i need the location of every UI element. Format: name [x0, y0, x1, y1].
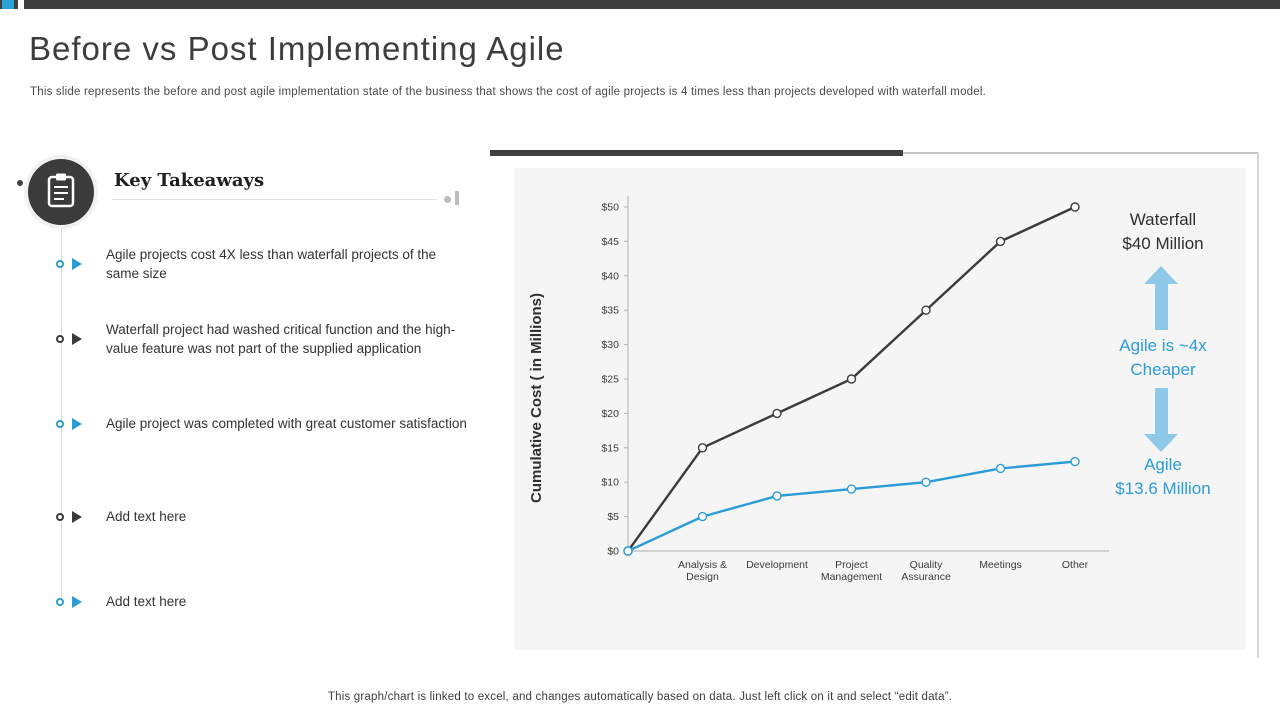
waterfall-total-label: Waterfall $40 Million [1122, 210, 1204, 253]
svg-text:Development: Development [746, 559, 808, 571]
svg-text:Quality: Quality [910, 559, 943, 571]
bullet-marker-icon [50, 595, 106, 608]
svg-text:Design: Design [686, 571, 719, 583]
takeaway-placeholder-text[interactable]: Add text here [106, 594, 187, 609]
svg-text:$20: $20 [601, 408, 619, 420]
bullet-marker-icon [50, 510, 106, 523]
key-takeaways-heading: Key Takeaways [114, 170, 265, 191]
rule-end-bar [455, 191, 459, 205]
svg-text:Other: Other [1062, 559, 1089, 571]
svg-text:$40: $40 [601, 270, 619, 282]
chart-panel[interactable]: $0 $5 $10 $15 $20 $25 $30 $35 $40 $45 $50 Analysis … [514, 168, 1246, 650]
svg-text:$30: $30 [601, 339, 619, 351]
chart-frame-line [1257, 152, 1259, 658]
bullet-marker-icon [50, 333, 106, 345]
top-bar-accent-square [2, 0, 14, 9]
top-bar-gap [18, 0, 24, 9]
takeaway-placeholder-text[interactable]: Add text here [106, 509, 187, 524]
arrow-up-icon [1144, 266, 1178, 330]
takeaway-item: Waterfall project had washed critical fu… [50, 320, 470, 358]
timeline-line [61, 227, 62, 602]
takeaway-item: Agile projects cost 4X less than waterfa… [50, 245, 470, 283]
takeaway-item: Agile project was completed with great c… [50, 414, 470, 433]
svg-text:$25: $25 [601, 374, 619, 386]
timeline-start-dot [17, 180, 23, 186]
takeaway-item[interactable]: Add text here [50, 507, 470, 526]
svg-text:$15: $15 [601, 442, 619, 454]
takeaway-text: Agile projects cost 4X less than waterfa… [106, 247, 437, 281]
bullet-marker-icon [50, 417, 106, 430]
chart-accent-line [903, 152, 1258, 154]
rule-end-dot [444, 196, 451, 203]
svg-text:$10: $10 [601, 477, 619, 489]
takeaway-item[interactable]: Add text here [50, 592, 470, 611]
comparison-label: Agile is ~4x Cheaper [1119, 336, 1207, 379]
takeaway-text: Waterfall project had washed critical fu… [106, 322, 456, 356]
bullet-marker-icon [50, 258, 106, 270]
svg-text:Assurance: Assurance [901, 571, 951, 583]
svg-text:Management: Management [821, 571, 882, 583]
key-takeaways-badge [28, 159, 94, 225]
top-bar [0, 0, 1280, 9]
svg-text:$5: $5 [607, 511, 619, 523]
footer-note: This graph/chart is linked to excel, and… [327, 691, 953, 703]
svg-text:$50: $50 [601, 202, 619, 214]
arrow-down-icon [1144, 388, 1178, 452]
heading-rule [112, 199, 437, 200]
svg-text:Cumulative Cost ( in Millions): Cumulative Cost ( in Millions) [528, 293, 545, 503]
page-title: Before vs Post Implementing Agile [29, 30, 565, 67]
clipboard-icon [46, 171, 76, 214]
svg-text:Analysis &: Analysis & [678, 559, 727, 571]
chart-accent-bar [490, 150, 903, 156]
svg-text:$35: $35 [601, 305, 619, 317]
agile-total-label: Agile $13.6 Million [1115, 455, 1211, 498]
svg-text:$45: $45 [601, 236, 619, 248]
subtitle: This slide represents the before and pos… [30, 86, 987, 98]
takeaway-text: Agile project was completed with great c… [106, 416, 467, 431]
cost-line-chart[interactable]: $0 $5 $10 $15 $20 $25 $30 $35 $40 $45 $50 Analysis … [514, 168, 1246, 650]
svg-text:$0: $0 [607, 546, 619, 558]
svg-text:Meetings: Meetings [979, 559, 1022, 571]
svg-text:Project: Project [835, 559, 868, 571]
